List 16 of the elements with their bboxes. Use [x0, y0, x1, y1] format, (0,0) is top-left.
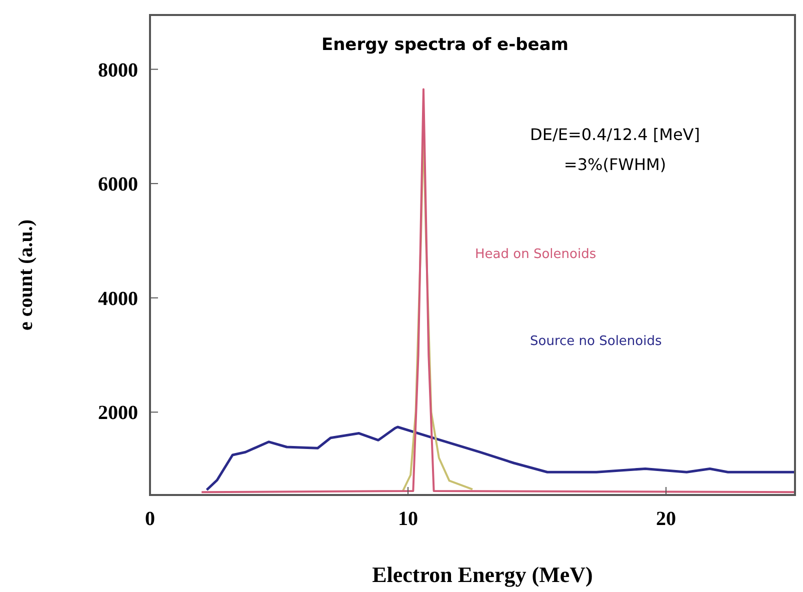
annotation: =3%(FWHM) — [564, 155, 666, 174]
y-tick-label: 4000 — [98, 288, 138, 310]
y-tick-label: 2000 — [98, 402, 138, 424]
x-tick-label: 0 — [145, 508, 155, 530]
text: Energy spectra of e-beam — [321, 35, 569, 55]
x-tick-label: 20 — [656, 508, 676, 530]
annotation: DE/E=0.4/12.4 [MeV] — [530, 125, 700, 144]
y-tick-label: 6000 — [98, 174, 138, 196]
line-series — [200, 88, 795, 494]
line-series — [206, 426, 795, 492]
text: Source no Solenoids — [530, 334, 662, 349]
x-axis-title: Electron Energy (MeV) — [372, 562, 593, 587]
y-axis-title: e count (a.u.) — [15, 219, 37, 331]
text: Head on Solenoids — [475, 247, 596, 262]
y-tick-label: 8000 — [98, 59, 138, 82]
x-tick-label: 10 — [398, 508, 418, 530]
